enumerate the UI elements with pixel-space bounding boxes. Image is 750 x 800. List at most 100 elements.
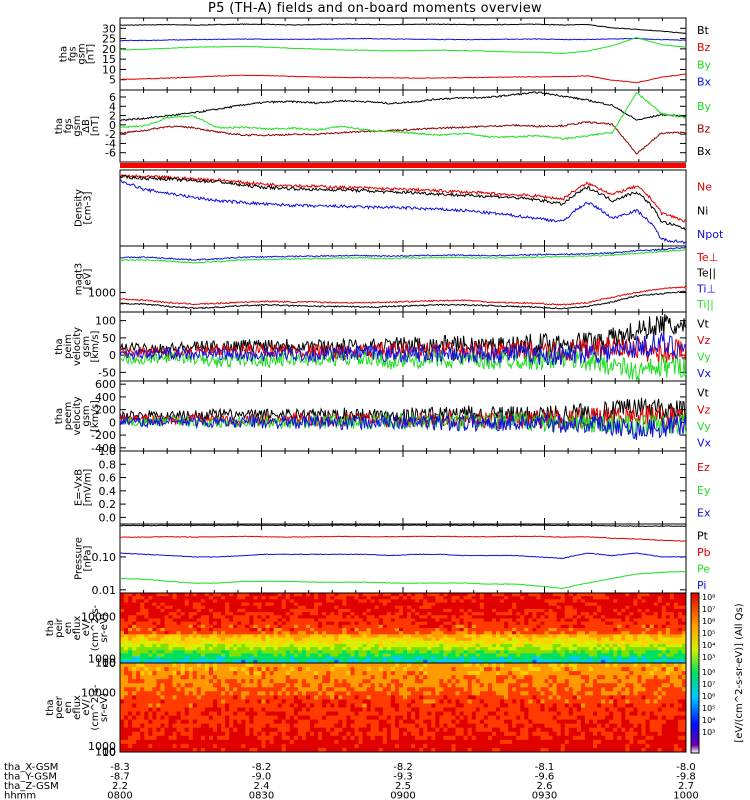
y-tick-label: 1000 bbox=[88, 652, 116, 665]
heatmap-cell bbox=[261, 683, 266, 688]
heatmap-cell bbox=[354, 596, 359, 600]
heatmap-cell bbox=[330, 596, 335, 600]
heatmap-cell bbox=[512, 643, 517, 648]
heatmap-cell bbox=[322, 605, 327, 610]
heatmap-cell bbox=[419, 671, 424, 676]
legend-label: Vz bbox=[697, 403, 711, 416]
heatmap-cell bbox=[293, 647, 299, 651]
heatmap-cell bbox=[576, 628, 582, 632]
heatmap-cell bbox=[285, 656, 291, 661]
heatmap-cell bbox=[318, 671, 323, 676]
heatmap-cell bbox=[560, 663, 566, 668]
heatmap-cell bbox=[269, 687, 275, 692]
heatmap-cell bbox=[435, 612, 440, 616]
heatmap-cell bbox=[160, 593, 165, 597]
heatmap-cell bbox=[621, 602, 626, 607]
heatmap-cell bbox=[277, 634, 283, 638]
heatmap-cell bbox=[293, 631, 299, 635]
heatmap-cell bbox=[188, 691, 194, 696]
heatmap-cell bbox=[431, 653, 436, 658]
heatmap-cell bbox=[520, 653, 525, 658]
heatmap-cell bbox=[613, 663, 618, 668]
heatmap-cell bbox=[487, 663, 493, 668]
heatmap-cell bbox=[597, 631, 602, 635]
heatmap-cell bbox=[394, 596, 400, 600]
heatmap-cell bbox=[641, 653, 646, 658]
heatmap-cell bbox=[641, 612, 646, 616]
heatmap-cell bbox=[132, 691, 137, 696]
heatmap-cell bbox=[301, 615, 307, 619]
heatmap-cell bbox=[613, 615, 618, 619]
heatmap-cell bbox=[601, 650, 606, 654]
heatmap-cell bbox=[354, 687, 359, 692]
heatmap-cell bbox=[483, 608, 489, 613]
heatmap-cell bbox=[427, 643, 432, 648]
heatmap-cell bbox=[374, 602, 380, 607]
heatmap-cell bbox=[225, 615, 230, 619]
heatmap-cell bbox=[427, 650, 432, 654]
heatmap-cell bbox=[439, 602, 444, 607]
heatmap-cell bbox=[172, 683, 177, 688]
heatmap-cell bbox=[192, 605, 198, 610]
heatmap-cell bbox=[386, 695, 392, 700]
heatmap-cell bbox=[625, 691, 630, 696]
heatmap-cell bbox=[132, 628, 137, 632]
heatmap-cell bbox=[629, 679, 634, 684]
heatmap-cell bbox=[326, 605, 331, 610]
heatmap-cell bbox=[475, 631, 481, 635]
heatmap-cell bbox=[435, 687, 440, 692]
heatmap-cell bbox=[605, 628, 610, 632]
heatmap-cell bbox=[212, 608, 218, 613]
heatmap-cell bbox=[435, 659, 440, 664]
heatmap-cell bbox=[241, 608, 246, 613]
heatmap-cell bbox=[160, 650, 165, 654]
heatmap-cell bbox=[540, 596, 545, 600]
heatmap-cell bbox=[196, 663, 202, 668]
heatmap-cell bbox=[617, 628, 622, 632]
heatmap-cell bbox=[629, 602, 634, 607]
heatmap-cell bbox=[447, 643, 452, 648]
heatmap-cell bbox=[556, 637, 562, 642]
heatmap-cell bbox=[613, 659, 618, 664]
heatmap-cell bbox=[681, 612, 687, 616]
heatmap-cell bbox=[528, 667, 533, 672]
heatmap-cell bbox=[128, 608, 133, 613]
heatmap-cell bbox=[605, 615, 610, 619]
heatmap-cell bbox=[152, 643, 157, 648]
heatmap-cell bbox=[605, 631, 610, 635]
heatmap-cell bbox=[212, 637, 218, 642]
heatmap-cell bbox=[657, 653, 663, 658]
heatmap-cell bbox=[261, 615, 266, 619]
heatmap-cell bbox=[520, 612, 525, 616]
heatmap-cell bbox=[342, 631, 347, 635]
heatmap-cell bbox=[516, 647, 521, 651]
heatmap-cell bbox=[386, 596, 392, 600]
heatmap-cell bbox=[508, 643, 513, 648]
heatmap-cell bbox=[597, 663, 602, 668]
heatmap-cell bbox=[403, 593, 408, 597]
heatmap-cell bbox=[431, 631, 436, 635]
heatmap-cell bbox=[556, 659, 562, 664]
heatmap-cell bbox=[192, 643, 198, 648]
heatmap-cell bbox=[657, 643, 663, 648]
heatmap-cell bbox=[576, 605, 582, 610]
heatmap-cell bbox=[576, 653, 582, 658]
heatmap-cell bbox=[330, 656, 335, 661]
heatmap-cell bbox=[613, 683, 618, 688]
heatmap-cell bbox=[265, 599, 270, 603]
heatmap-cell bbox=[273, 663, 279, 668]
heatmap-cell bbox=[568, 687, 574, 692]
heatmap-cell bbox=[633, 653, 638, 658]
series-line bbox=[119, 91, 686, 122]
heatmap-cell bbox=[152, 637, 157, 642]
heatmap-cell bbox=[128, 679, 133, 684]
heatmap-cell bbox=[548, 618, 553, 623]
legend-label: Te|| bbox=[696, 267, 716, 280]
heatmap-cell bbox=[200, 596, 206, 600]
heatmap-cell bbox=[516, 628, 521, 632]
heatmap-cell bbox=[156, 602, 161, 607]
heatmap-cell bbox=[350, 612, 355, 616]
heatmap-cell bbox=[261, 631, 266, 635]
heatmap-cell bbox=[370, 596, 376, 600]
y-tick-label: -4 bbox=[105, 137, 116, 150]
